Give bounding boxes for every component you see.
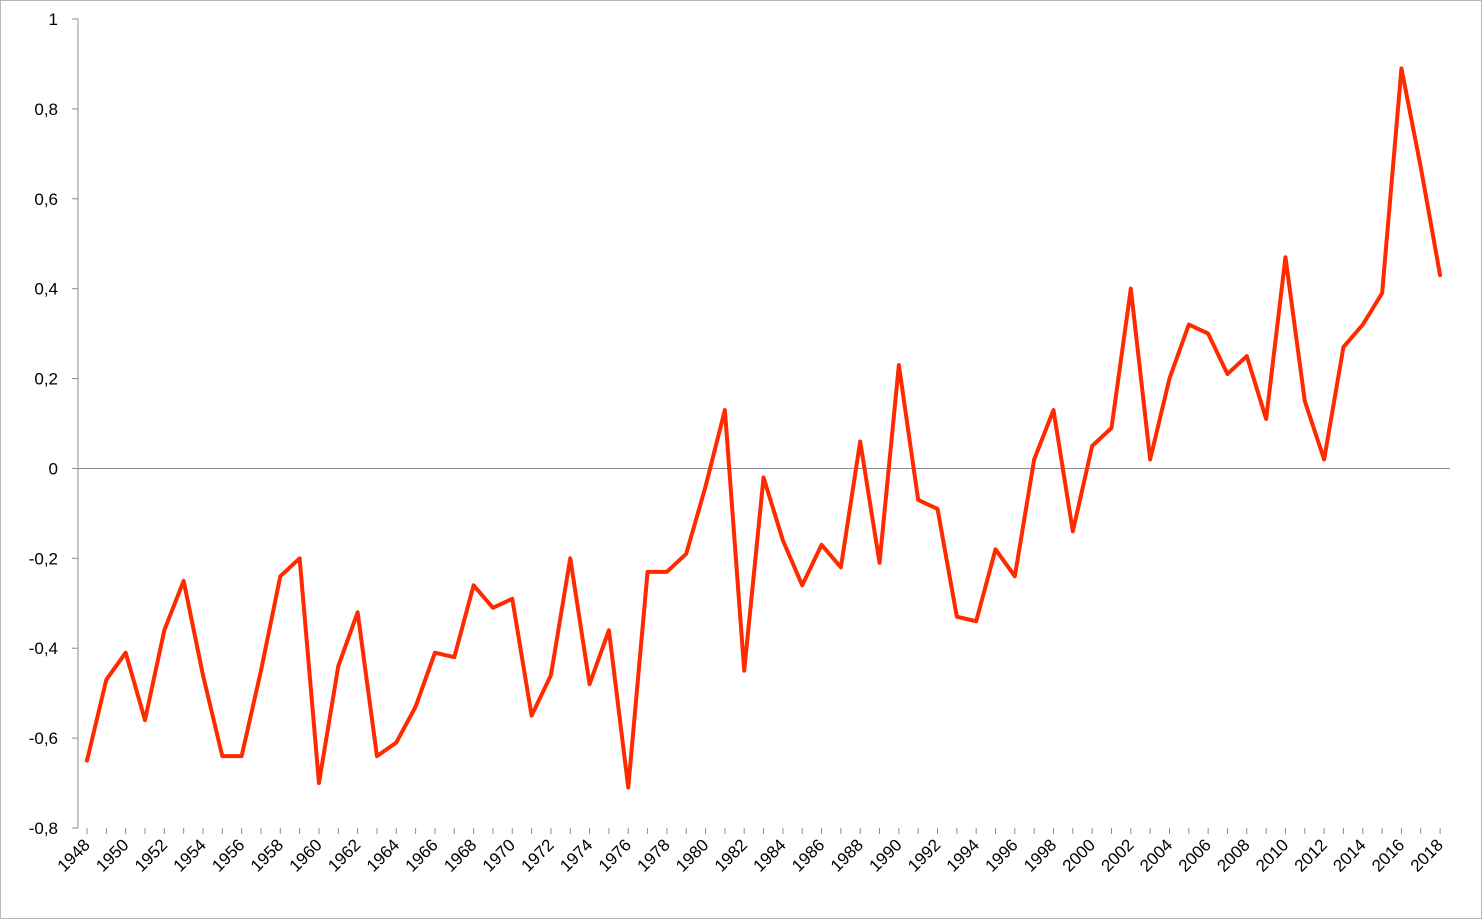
y-tick-label: 0,2 [34,370,58,389]
y-tick-label: 0,4 [34,280,58,299]
x-tick-label: 1996 [981,835,1021,875]
x-tick-label: 1988 [827,835,867,875]
x-tick-label: 1970 [479,835,519,875]
x-tick-label: 1964 [363,835,403,875]
y-tick-labels: 1 0,8 0,6 0,4 0,2 0 -0,2 -0,4 -0,6 -0,8 [29,10,58,838]
x-tick-label: 1962 [324,835,364,875]
x-tick-label: 1994 [943,835,983,875]
x-tick-label: 1990 [866,835,906,875]
series-group [85,66,1443,790]
x-tick-label: 1958 [247,835,287,875]
y-axis [72,18,79,829]
x-tick-label: 2002 [1097,835,1137,875]
x-tick-label: 1950 [92,835,132,875]
x-tick-label: 1984 [750,835,790,875]
x-tick-label: 2012 [1291,835,1331,875]
x-tick-label: 1998 [1020,835,1060,875]
x-tick-label: 1982 [711,835,751,875]
x-tick-label: 1948 [54,835,94,875]
x-tick-label: 2000 [1059,835,1099,875]
y-tick-label: 0 [49,459,58,478]
x-tick-label: 2006 [1175,835,1215,875]
x-tick-label: 1960 [286,835,326,875]
x-tick-label: 1978 [634,835,674,875]
y-tick-label: -0,4 [29,639,58,658]
x-tick-label: 1986 [788,835,828,875]
x-tick-label: 2010 [1252,835,1292,875]
x-tick-label: 1954 [170,835,210,875]
series-line [85,66,1443,790]
x-tick-label: 2018 [1407,835,1447,875]
x-tick-label: 2008 [1213,835,1253,875]
x-tick-label: 1956 [208,835,248,875]
x-tick-label: 1966 [402,835,442,875]
x-axis [86,828,1441,834]
x-tick-label: 1952 [131,835,171,875]
x-tick-label: 1992 [904,835,944,875]
x-tick-label: 1974 [556,835,596,875]
x-tick-label: 1976 [595,835,635,875]
x-tick-label: 1980 [672,835,712,875]
y-tick-label: -0,6 [29,729,58,748]
x-tick-label: 2014 [1329,835,1369,875]
y-tick-label: 0,8 [34,100,58,119]
x-tick-label: 1972 [518,835,558,875]
x-tick-label: 2016 [1368,835,1408,875]
x-tick-label: 1968 [440,835,480,875]
y-tick-label: -0,8 [29,819,58,838]
y-tick-label: 0,6 [34,190,58,209]
y-tick-label: -0,2 [29,549,58,568]
x-tick-label: 2004 [1136,835,1176,875]
y-tick-label: 1 [49,10,58,29]
x-tick-labels: 1948195019521954195619581960196219641966… [54,835,1447,875]
